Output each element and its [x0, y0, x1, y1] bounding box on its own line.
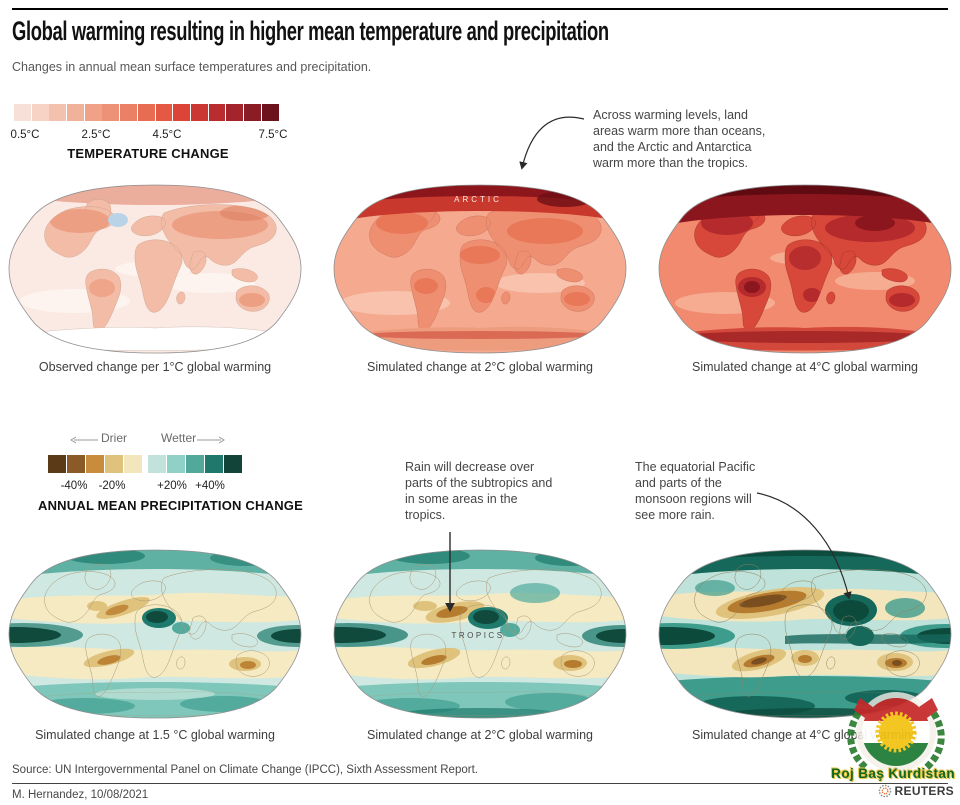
- map-simulated-1-5c-precip: [8, 549, 302, 719]
- color-swatch: [224, 455, 242, 473]
- precip-tick-1: -20%: [98, 480, 126, 492]
- reuters-logo: REUTERS: [878, 784, 954, 798]
- color-swatch: [243, 104, 261, 121]
- color-swatch: [205, 455, 223, 473]
- color-swatch: [208, 104, 226, 121]
- color-swatch: [148, 455, 166, 473]
- color-swatch: [84, 104, 102, 121]
- caption-observed-1c: Observed change per 1°C global warming: [38, 360, 272, 374]
- tropics-map-label: TROPICS: [451, 631, 504, 640]
- caption-simulated-2c-precip: Simulated change at 2°C global warming: [367, 728, 593, 742]
- color-swatch: [14, 104, 31, 121]
- arctic-map-label: ARCTIC: [454, 195, 502, 204]
- color-swatch: [155, 104, 173, 121]
- temp-tick-3: 7.5°C: [258, 129, 288, 141]
- color-swatch: [173, 104, 191, 121]
- color-swatch: [48, 455, 66, 473]
- color-swatch: [49, 104, 67, 121]
- byline: M. Hernandez, 10/08/2021: [12, 789, 149, 801]
- temp-tick-1: 2.5°C: [81, 129, 111, 141]
- reuters-wordmark: REUTERS: [894, 784, 954, 798]
- color-swatch: [137, 104, 155, 121]
- watermark-text: Roj Baş Kurdistan: [831, 766, 955, 781]
- caption-simulated-1-5c-precip: Simulated change at 1.5 °C global warmin…: [35, 728, 275, 742]
- arrow-to-arctic: [519, 116, 585, 170]
- color-swatch: [120, 104, 138, 121]
- page-subtitle: Changes in annual mean surface temperatu…: [12, 60, 372, 74]
- color-swatch: [105, 455, 123, 473]
- caption-simulated-2c-temp: Simulated change at 2°C global warming: [367, 360, 593, 374]
- reuters-sphere-icon: [878, 784, 891, 798]
- map-simulated-2c-precip: TROPICS: [333, 549, 627, 719]
- wetter-label: Wetter: [161, 431, 197, 445]
- color-swatch: [167, 455, 185, 473]
- color-swatch: [261, 104, 279, 121]
- map-simulated-4c-temp: [658, 184, 952, 354]
- annotation-more-rain: The equatorial Pacific and parts of the …: [635, 460, 756, 522]
- precip-tick-2: +20%: [157, 480, 187, 492]
- temp-tick-0: 0.5°C: [10, 129, 40, 141]
- map-simulated-2c-temp: ARCTIC: [333, 184, 627, 354]
- color-swatch: [86, 455, 104, 473]
- footer-rule: [12, 783, 948, 784]
- color-swatch: [67, 455, 85, 473]
- annotation-warming-levels: Across warming levels, land areas warm m…: [593, 108, 766, 170]
- temperature-legend-title: TEMPERATURE CHANGE: [67, 146, 229, 161]
- map-observed-1c: [8, 184, 302, 354]
- temperature-colorbar: [14, 104, 279, 121]
- page-title: Global warming resulting in higher mean …: [12, 16, 609, 46]
- precip-tick-3: +40%: [195, 480, 225, 492]
- temp-tick-2: 4.5°C: [152, 129, 182, 141]
- color-swatch: [67, 104, 84, 121]
- source-note: Source: UN Intergovernmental Panel on Cl…: [12, 764, 478, 776]
- top-rule: [12, 8, 948, 10]
- drier-label: Drier: [101, 431, 127, 445]
- drier-arrow-icon: [70, 436, 98, 444]
- precip-tick-0: -40%: [60, 480, 88, 492]
- caption-simulated-4c-temp: Simulated change at 4°C global warming: [692, 360, 918, 374]
- color-swatch: [124, 455, 142, 473]
- precipitation-legend-title: ANNUAL MEAN PRECIPITATION CHANGE: [38, 498, 303, 513]
- annotation-rain-decrease: Rain will decrease over parts of the sub…: [405, 460, 553, 522]
- color-swatch: [226, 104, 244, 121]
- color-swatch: [102, 104, 120, 121]
- color-swatch: [31, 104, 49, 121]
- map-simulated-4c-precip: [658, 549, 952, 719]
- color-swatch: [186, 455, 204, 473]
- precipitation-colorbar: [48, 455, 243, 473]
- color-swatch: [190, 104, 208, 121]
- kurdistan-emblem-watermark: [847, 692, 945, 772]
- wetter-arrow-icon: [197, 436, 225, 444]
